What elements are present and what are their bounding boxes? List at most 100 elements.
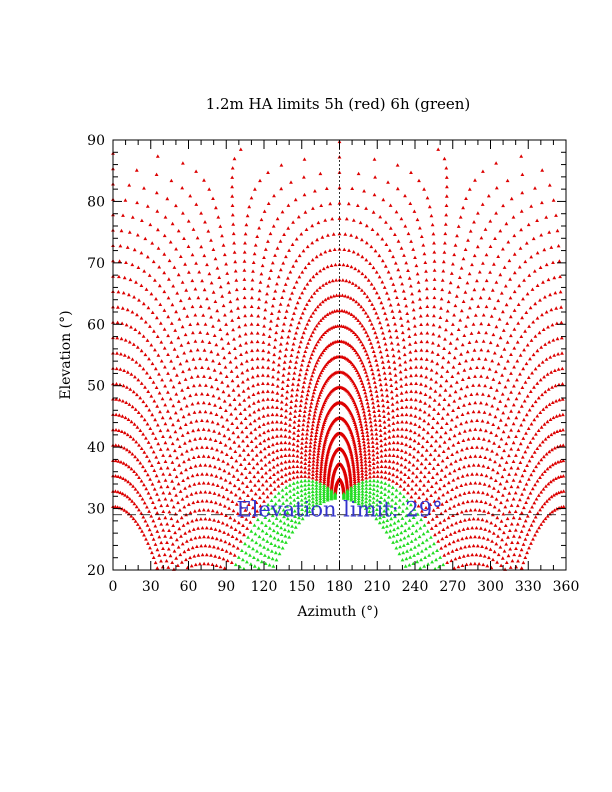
red-point bbox=[391, 415, 396, 419]
red-point bbox=[123, 493, 127, 497]
red-point bbox=[484, 473, 489, 478]
red-point bbox=[386, 411, 391, 415]
red-point bbox=[491, 531, 496, 535]
red-point bbox=[403, 450, 408, 454]
green-point bbox=[368, 490, 372, 494]
red-point bbox=[186, 385, 190, 389]
red-point bbox=[432, 259, 437, 263]
green-point bbox=[269, 498, 274, 502]
red-point bbox=[182, 351, 187, 355]
red-point bbox=[312, 387, 317, 391]
red-point bbox=[251, 514, 256, 518]
green-point bbox=[273, 494, 278, 499]
red-point bbox=[449, 497, 453, 501]
red-point bbox=[254, 453, 259, 457]
red-point bbox=[174, 537, 179, 542]
red-point bbox=[210, 446, 214, 450]
red-point bbox=[527, 408, 532, 412]
red-point bbox=[217, 396, 221, 400]
red-point bbox=[159, 522, 164, 526]
red-point bbox=[310, 223, 315, 228]
red-point bbox=[198, 409, 202, 414]
red-point bbox=[162, 308, 167, 312]
red-point bbox=[508, 565, 513, 569]
red-point bbox=[332, 247, 337, 251]
red-point bbox=[279, 400, 284, 404]
red-point bbox=[169, 340, 174, 344]
red-point bbox=[303, 474, 307, 478]
red-point bbox=[238, 496, 242, 500]
red-point bbox=[155, 334, 160, 338]
red-point bbox=[273, 289, 278, 293]
green-point bbox=[404, 513, 409, 518]
red-point bbox=[368, 475, 372, 479]
red-point bbox=[343, 294, 348, 298]
red-point bbox=[221, 243, 226, 247]
green-point bbox=[424, 546, 428, 551]
red-point bbox=[506, 378, 510, 382]
red-point bbox=[436, 539, 441, 543]
red-point bbox=[328, 342, 333, 346]
red-point bbox=[365, 433, 370, 437]
red-point bbox=[393, 232, 397, 236]
x-tick-label: 360 bbox=[553, 579, 580, 595]
red-point bbox=[292, 371, 297, 375]
red-point bbox=[448, 341, 453, 345]
red-point bbox=[501, 328, 506, 332]
red-point bbox=[403, 296, 407, 300]
red-point bbox=[200, 278, 204, 283]
green-point bbox=[381, 525, 386, 529]
red-point bbox=[266, 239, 270, 243]
red-point bbox=[489, 475, 493, 480]
red-point bbox=[477, 508, 482, 512]
red-point bbox=[119, 228, 124, 233]
red-point bbox=[436, 505, 440, 509]
red-point bbox=[230, 175, 235, 179]
red-point bbox=[400, 323, 404, 327]
red-point bbox=[509, 428, 513, 432]
red-point bbox=[121, 461, 126, 465]
red-point bbox=[313, 345, 317, 350]
red-point bbox=[154, 385, 159, 389]
red-point bbox=[414, 356, 418, 361]
red-point bbox=[371, 453, 376, 457]
red-point bbox=[219, 337, 224, 341]
red-point bbox=[559, 305, 563, 309]
red-point bbox=[397, 309, 402, 313]
red-point bbox=[190, 252, 195, 257]
red-point bbox=[542, 375, 546, 379]
red-point bbox=[531, 236, 536, 241]
red-point bbox=[452, 399, 457, 403]
red-point bbox=[271, 450, 276, 454]
green-point bbox=[378, 505, 383, 510]
red-point bbox=[257, 416, 261, 420]
green-point bbox=[356, 499, 361, 503]
red-point bbox=[272, 487, 277, 491]
red-point bbox=[363, 390, 368, 395]
red-point bbox=[265, 397, 270, 401]
red-point bbox=[393, 322, 397, 326]
red-point bbox=[206, 481, 211, 485]
red-point bbox=[317, 416, 322, 421]
red-point bbox=[307, 318, 311, 322]
red-point bbox=[462, 491, 467, 495]
red-point bbox=[387, 435, 392, 439]
red-point bbox=[178, 362, 183, 366]
red-point bbox=[522, 348, 526, 352]
red-point bbox=[318, 171, 323, 176]
green-point bbox=[271, 564, 276, 568]
red-point bbox=[322, 442, 327, 447]
red-point bbox=[356, 476, 361, 481]
red-point bbox=[211, 455, 216, 460]
red-point bbox=[238, 343, 243, 347]
red-point bbox=[531, 537, 535, 541]
green-point bbox=[371, 487, 376, 491]
red-point bbox=[228, 402, 232, 407]
green-point bbox=[408, 510, 413, 515]
red-point bbox=[263, 455, 268, 459]
red-point bbox=[266, 428, 271, 433]
red-point bbox=[291, 342, 296, 346]
red-point bbox=[366, 404, 371, 409]
red-point bbox=[432, 277, 437, 281]
red-point bbox=[186, 244, 191, 248]
